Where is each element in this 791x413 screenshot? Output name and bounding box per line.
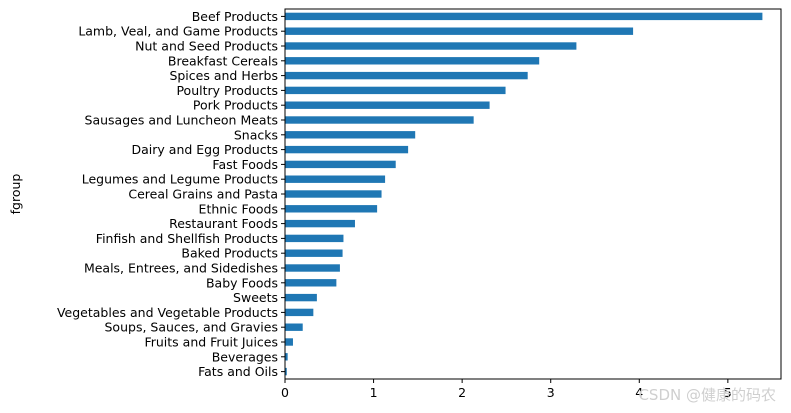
- category-label: Cereal Grains and Pasta: [128, 187, 278, 202]
- category-label: Snacks: [234, 127, 278, 142]
- bar-20: [285, 308, 314, 317]
- bar-7: [285, 116, 474, 124]
- bar-6: [285, 101, 490, 109]
- x-tick-label: 1: [370, 385, 378, 400]
- bar-14: [285, 219, 355, 228]
- category-label: Dairy and Egg Products: [132, 142, 278, 157]
- category-label: Restaurant Foods: [169, 216, 278, 231]
- bar-2: [285, 42, 577, 50]
- bar-19: [285, 293, 317, 302]
- category-label: Soups, Sauces, and Gravies: [105, 320, 279, 335]
- plot-frame: [284, 8, 782, 380]
- bar-1: [285, 27, 634, 35]
- category-label: Vegetables and Vegetable Products: [57, 305, 278, 320]
- bar-3: [285, 57, 540, 65]
- category-label: Meals, Entrees, and Sidedishes: [84, 261, 278, 276]
- category-label: Baby Foods: [206, 275, 278, 290]
- category-label: Nut and Seed Products: [135, 39, 278, 54]
- x-tick-label: 3: [547, 385, 555, 400]
- category-label: Legumes and Legume Products: [82, 172, 278, 187]
- category-label: Fast Foods: [212, 157, 278, 172]
- category-label: Fruits and Fruit Juices: [144, 335, 278, 350]
- category-label: Spices and Herbs: [169, 68, 278, 83]
- bar-24: [285, 367, 287, 376]
- watermark: CSDN @健康的码农: [638, 386, 776, 404]
- category-label: Beef Products: [192, 9, 278, 24]
- bar-4: [285, 71, 528, 80]
- x-tick-label: 0: [281, 385, 289, 400]
- category-label: Fats and Oils: [198, 364, 278, 379]
- bar-5: [285, 86, 506, 95]
- bar-15: [285, 234, 344, 243]
- category-label: Ethnic Foods: [199, 201, 278, 216]
- x-tick-label: 4: [635, 385, 643, 400]
- bar-22: [285, 338, 293, 346]
- bar-0: [285, 12, 763, 21]
- bar-18: [285, 279, 337, 287]
- x-tick-label: 2: [458, 385, 466, 400]
- bar-17: [285, 264, 340, 272]
- bar-10: [285, 160, 396, 169]
- category-label: Baked Products: [181, 246, 278, 261]
- category-label: Lamb, Veal, and Game Products: [78, 24, 278, 39]
- y-axis-title: fgroup: [8, 174, 23, 215]
- bar-16: [285, 249, 343, 257]
- category-label: Beverages: [212, 349, 278, 364]
- x-axis-ticks: 0 1 2 3 4 5: [281, 379, 732, 400]
- bar-9: [285, 145, 409, 154]
- category-label: Pork Products: [193, 98, 278, 113]
- category-label: Sausages and Luncheon Meats: [85, 113, 278, 128]
- category-label: Sweets: [233, 290, 278, 305]
- x-tick-label: 5: [724, 385, 732, 400]
- bar-13: [285, 205, 378, 213]
- bar-12: [285, 190, 382, 198]
- category-label: Poultry Products: [176, 83, 278, 98]
- bars-group: [285, 12, 763, 376]
- category-label: Finfish and Shellfish Products: [96, 231, 278, 246]
- bar-21: [285, 323, 303, 331]
- bar-11: [285, 175, 386, 183]
- bar-23: [285, 353, 288, 361]
- category-label: Breakfast Cereals: [168, 53, 278, 68]
- bar-8: [285, 131, 416, 139]
